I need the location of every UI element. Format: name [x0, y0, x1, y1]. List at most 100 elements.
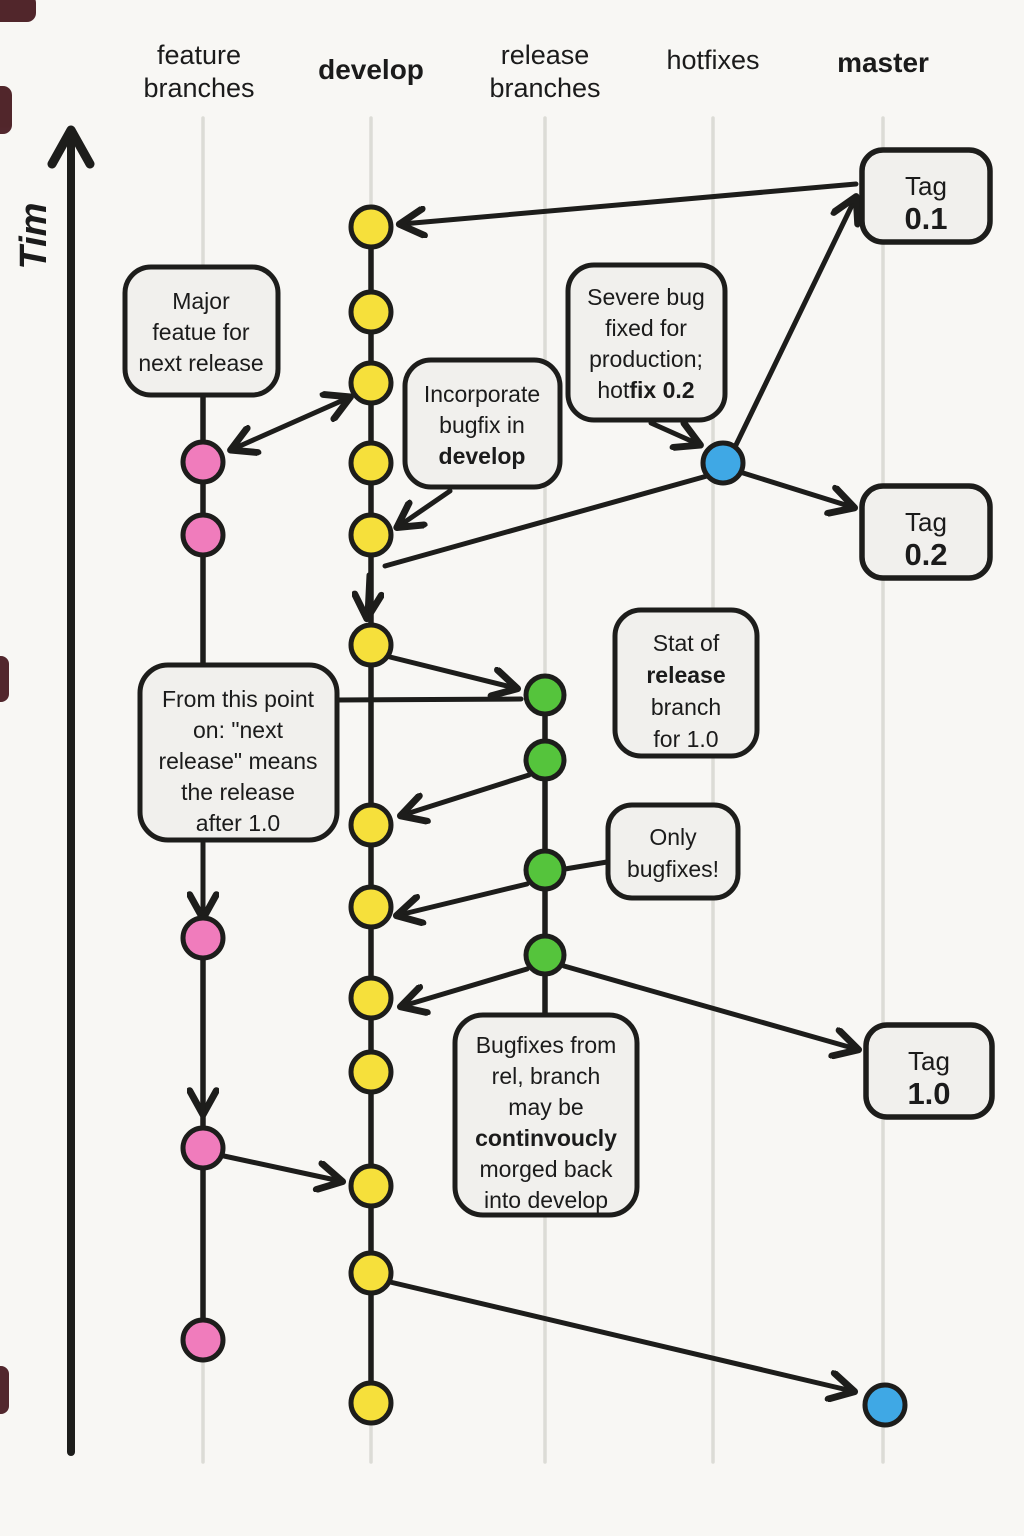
arrow-release1-to-develop — [403, 772, 532, 815]
callout-text: production; — [589, 346, 703, 372]
tag-0-1-version: 0.1 — [904, 201, 947, 236]
callout-incorporate-frame — [402, 357, 563, 490]
callout-start-release: Stat of release branch for 1.0 — [612, 607, 760, 759]
tag-box-1-0-frame — [863, 1022, 995, 1120]
column-header-feature-line2: branches — [143, 73, 254, 103]
tag-0-2-label: Tag — [905, 507, 947, 537]
edge-artifact — [0, 86, 12, 134]
callout-major-feature-frame — [122, 264, 281, 398]
tag-box-1-0: Tag 1.0 — [863, 1022, 995, 1120]
callout-bugfixes-merge-frame — [452, 1012, 640, 1218]
callout-text: may be — [508, 1094, 583, 1120]
callout-text-bold: fix 0.2 — [629, 377, 694, 403]
arrow-feature-to-develop — [221, 1153, 340, 1181]
callout-bugfixes-merge: Bugfixes from rel, branch may be continv… — [452, 1012, 640, 1218]
tag-box-0-1-frame — [859, 147, 993, 245]
commit-develop — [348, 975, 394, 1021]
callout-text: Only — [649, 824, 697, 850]
callout-text: release" means — [158, 748, 317, 774]
connectors — [203, 181, 859, 1391]
callout-text: next release — [138, 350, 263, 376]
arrow-develop-to-master — [387, 1279, 852, 1391]
arrow-develop-feature-double — [233, 398, 348, 449]
callout-text-mixed: hotfix 0.2 — [597, 377, 694, 403]
callout-text-bold: continvoucly — [475, 1125, 617, 1151]
commit-develop — [348, 204, 394, 250]
column-header-develop: develop — [318, 54, 424, 85]
commit-develop — [348, 1049, 394, 1095]
column-header-release-line1: release — [501, 40, 590, 70]
line-frombox-to-release — [334, 696, 524, 703]
callout-text: bugfixes! — [627, 856, 719, 882]
callout-text: branch — [651, 694, 721, 720]
arrow-severebug-to-hotfix — [648, 423, 698, 444]
arrow-release2-to-develop — [399, 881, 530, 915]
tag-box-0-1: Tag 0.1 — [859, 147, 993, 245]
callout-text: From this point — [162, 686, 315, 712]
callout-only-bugfixes-frame — [605, 802, 741, 901]
tag-0-2-version: 0.2 — [904, 537, 947, 572]
arrow-release-to-tag10 — [561, 963, 856, 1049]
callout-text: hot — [597, 377, 630, 403]
callout-text: on: "next — [193, 717, 284, 743]
commit-develop — [348, 289, 394, 335]
commit-develop — [348, 1250, 394, 1296]
tag-box-0-2: Tag 0.2 — [859, 483, 993, 581]
commit-master — [862, 1382, 908, 1428]
arrow-release3-to-develop — [403, 966, 530, 1006]
commit-develop — [348, 512, 394, 558]
callout-text: Incorporate — [424, 381, 540, 407]
callout-text: Major — [172, 288, 230, 314]
callout-text: morged back — [480, 1156, 613, 1182]
callout-text-bold: develop — [439, 443, 526, 469]
callout-from-this-point: From this point on: "next release" means… — [137, 662, 340, 843]
commit-feature — [180, 1125, 226, 1171]
tag-1-0-version: 1.0 — [907, 1076, 950, 1111]
callout-text: into develop — [484, 1187, 608, 1213]
callout-text-bold: release — [646, 662, 725, 688]
edge-artifact — [0, 0, 36, 22]
commit-feature — [180, 915, 226, 961]
commit-develop — [348, 884, 394, 930]
callout-boxes: Major featue for next release Incorporat… — [122, 262, 760, 1218]
callout-text: Severe bug — [587, 284, 705, 310]
edge-artifact — [0, 1366, 9, 1414]
commit-release — [523, 848, 567, 892]
column-header-hotfixes: hotfixes — [666, 45, 759, 75]
callout-text: featue for — [152, 319, 250, 345]
edge-artifact — [0, 656, 9, 702]
callout-text: fixed for — [605, 315, 687, 341]
commit-feature — [180, 439, 226, 485]
callout-text: after 1.0 — [196, 810, 280, 836]
commit-develop — [348, 440, 394, 486]
line-onlybugfixes-to-release — [562, 859, 610, 872]
arrow-incorporate-to-develop — [399, 488, 453, 526]
callout-text: bugfix in — [439, 412, 525, 438]
tag-0-1-label: Tag — [905, 171, 947, 201]
arrow-tag01-to-develop — [402, 181, 859, 224]
tag-box-0-2-frame — [859, 483, 993, 581]
line-hotfix-to-develop — [382, 473, 710, 569]
time-axis: Tim — [13, 125, 95, 1456]
callout-severe-bug-frame — [565, 262, 728, 423]
column-header-master: master — [837, 47, 929, 78]
callout-text: Bugfixes from — [476, 1032, 617, 1058]
commit-release — [523, 738, 567, 782]
callout-text: the release — [181, 779, 295, 805]
callout-text: Stat of — [653, 630, 720, 656]
callout-severe-bug: Severe bug fixed for production; hotfix … — [565, 262, 728, 423]
commit-develop — [348, 802, 394, 848]
column-header-release-line2: branches — [489, 73, 600, 103]
commit-develop — [348, 622, 394, 668]
commit-develop — [348, 1380, 394, 1426]
callout-only-bugfixes: Only bugfixes! — [605, 802, 741, 901]
commit-release — [523, 673, 567, 717]
callout-text: for 1.0 — [653, 726, 718, 752]
callout-incorporate-bugfix: Incorporate bugfix in develop — [402, 357, 563, 490]
time-axis-label: Tim — [13, 203, 55, 270]
callout-major-feature: Major featue for next release — [122, 264, 281, 398]
callout-start-release-frame — [612, 607, 760, 759]
callout-from-this-point-frame — [137, 662, 340, 843]
